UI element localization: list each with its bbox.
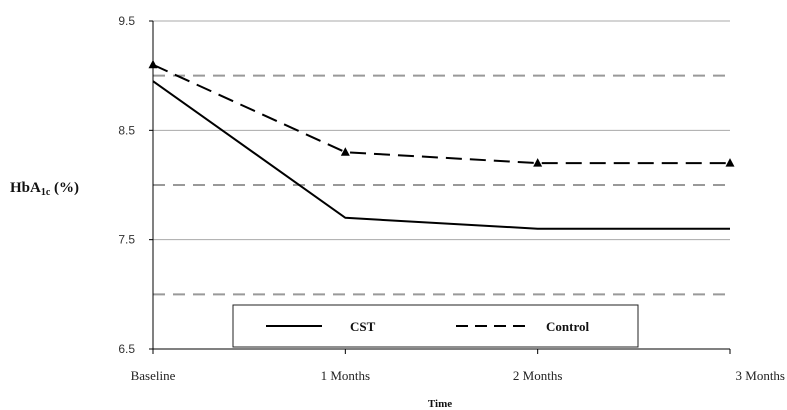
legend: CST Control bbox=[232, 304, 639, 348]
x-tick-label: 1 Months bbox=[321, 368, 370, 383]
x-tick-label: 3 Months bbox=[736, 368, 785, 383]
legend-label-cst: CST bbox=[350, 319, 376, 334]
y-tick-label: 9.5 bbox=[118, 14, 135, 28]
data-point-control bbox=[725, 158, 735, 167]
y-tick-labels: 9.5 8.5 7.5 6.5 bbox=[118, 14, 135, 356]
data-point-control bbox=[340, 147, 350, 156]
gridlines bbox=[153, 20, 730, 296]
series-lines bbox=[148, 59, 735, 230]
data-point-control bbox=[533, 158, 543, 167]
y-axis-title: HbA1c (%) bbox=[10, 180, 79, 198]
x-tick-labels: Baseline 1 Months 2 Months 3 Months bbox=[131, 368, 785, 383]
x-tick-label: Baseline bbox=[131, 368, 176, 383]
legend-label-control: Control bbox=[546, 319, 589, 334]
x-tick-label: 2 Months bbox=[513, 368, 562, 383]
y-axis-title-main: HbA bbox=[10, 180, 41, 196]
data-point-control bbox=[148, 59, 158, 69]
y-tick-label: 6.5 bbox=[118, 342, 135, 356]
axes bbox=[149, 20, 731, 354]
y-tick-label: 8.5 bbox=[118, 123, 135, 137]
y-tick-label: 7.5 bbox=[118, 233, 135, 247]
series-line-cst bbox=[152, 80, 730, 230]
x-axis-title: Time bbox=[428, 398, 452, 410]
y-axis-title-subscript: 1c bbox=[41, 187, 51, 198]
y-axis-title-suffix: (%) bbox=[50, 180, 79, 196]
series-line-control bbox=[152, 63, 730, 165]
